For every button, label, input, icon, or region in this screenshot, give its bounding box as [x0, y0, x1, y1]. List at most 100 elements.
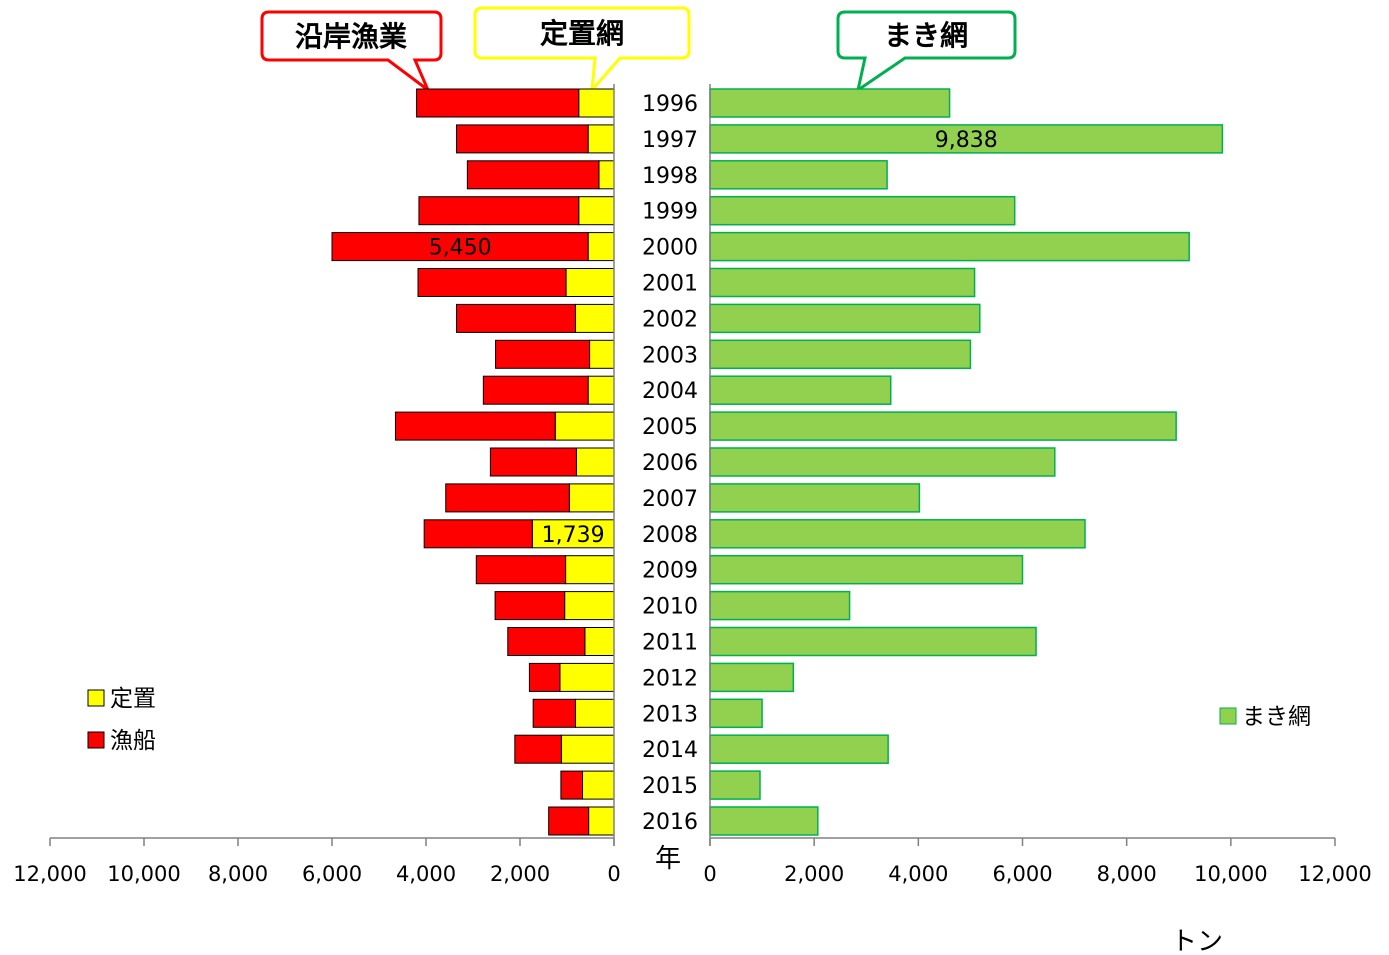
- left-tick-label: 10,000: [107, 862, 180, 886]
- year-label-2000: 2000: [642, 236, 698, 261]
- bar-purse-2005: [709, 411, 1177, 441]
- bar-fixed-2006: [575, 447, 615, 477]
- bar-boat-2015: [560, 770, 584, 800]
- bar-boat-1998: [466, 160, 600, 190]
- left-tick-label: 2,000: [490, 862, 550, 886]
- legend-label-1: 漁船: [110, 728, 156, 754]
- left-x-axis: 12,000 10,000 8,000 6,000 4,000 2,000 0: [13, 84, 621, 886]
- year-label-2003: 2003: [642, 343, 698, 368]
- data-labels: 5,450 1,739 9,838: [429, 128, 998, 548]
- year-label-2005: 2005: [642, 415, 698, 440]
- legend-right-swatch-0: [1219, 707, 1237, 725]
- year-labels: 1996 1997 1998 1999 2000 2001 2002 2003 2004 2005…: [642, 92, 698, 835]
- bar-purse-2013: [709, 698, 763, 729]
- bar-fixed-2013: [574, 698, 615, 728]
- data-label-2008: 1,739: [542, 523, 605, 548]
- bar-boat-2000: [331, 232, 589, 262]
- callout-purse-text: まき網: [884, 19, 968, 52]
- right-tick-label: 10,000: [1194, 862, 1267, 886]
- year-label-2008: 2008: [642, 523, 698, 548]
- year-label-1997: 1997: [642, 128, 698, 153]
- year-label-2011: 2011: [642, 631, 698, 656]
- bar-purse-2002: [709, 303, 981, 334]
- legend-right-label-0: まき網: [1242, 704, 1311, 730]
- bar-boat-2010: [494, 591, 566, 621]
- bar-fixed-2002: [574, 303, 615, 333]
- bar-purse-2010: [709, 590, 851, 621]
- callout-purse-box: [836, 10, 1017, 94]
- year-label-2006: 2006: [642, 451, 698, 476]
- unit-label: トン: [1171, 927, 1223, 955]
- bar-boat-2006: [489, 447, 577, 477]
- bar-fixed-2015: [582, 770, 615, 800]
- data-label-2000: 5,450: [429, 236, 492, 261]
- bar-boat-2008: [423, 519, 533, 549]
- bar-boat-2014: [514, 734, 562, 764]
- year-label-2012: 2012: [642, 666, 698, 691]
- year-label-1998: 1998: [642, 164, 698, 189]
- right-tick-label: 2,000: [784, 862, 844, 886]
- left-tick-label: 4,000: [396, 862, 456, 886]
- callout-purse: まき網: [836, 10, 1017, 94]
- bar-fixed-1997: [587, 124, 615, 154]
- callout-setnet-text: 定置網: [540, 17, 624, 50]
- right-tick-label: 6,000: [992, 862, 1052, 886]
- bar-fixed-1998: [598, 160, 615, 190]
- bar-boat-2009: [475, 555, 567, 585]
- bar-boat-2013: [532, 698, 576, 728]
- callout-coastal: 沿岸漁業: [260, 10, 443, 95]
- legend-swatch-0: [87, 689, 105, 707]
- year-label-2013: 2013: [642, 702, 698, 727]
- bar-purse-2012: [709, 662, 795, 693]
- bar-boat-2011: [507, 627, 586, 656]
- bar-purse-2016: [709, 806, 819, 836]
- bar-boat-2007: [445, 483, 570, 513]
- bar-purse-2008: [709, 519, 1086, 549]
- bar-boat-2012: [528, 662, 561, 692]
- bar-boat-2016: [548, 806, 590, 836]
- bar-fixed-1996: [578, 88, 615, 118]
- bar-boat-2001: [417, 268, 567, 297]
- year-label-2015: 2015: [642, 774, 698, 799]
- callout-coastal-box: [260, 10, 443, 95]
- bar-fixed-2014: [560, 734, 615, 764]
- year-label-2016: 2016: [642, 810, 698, 835]
- bar-fixed-2003: [589, 339, 615, 369]
- year-axis-label: 年: [655, 844, 681, 874]
- bar-purse-1998: [709, 160, 888, 190]
- right-x-axis: 0 2,000 4,000 6,000 8,000 10,000 12,000: [703, 84, 1372, 886]
- bar-purse-2003: [709, 339, 972, 370]
- left-tick-label: 8,000: [208, 862, 268, 886]
- bar-purse-1999: [709, 195, 1016, 226]
- bar-purse-2001: [709, 267, 976, 298]
- year-label-2002: 2002: [642, 307, 698, 332]
- bar-boat-2005: [394, 411, 556, 441]
- bar-purse-2006: [709, 447, 1056, 477]
- bar-boat-1996: [416, 88, 580, 118]
- left-bars: [331, 88, 615, 836]
- right-tick-label: 0: [703, 862, 716, 886]
- bar-fixed-2007: [568, 483, 615, 513]
- bar-boat-1997: [456, 124, 589, 154]
- bar-fixed-2009: [565, 555, 615, 585]
- year-label-2001: 2001: [642, 272, 698, 297]
- bar-boat-2003: [495, 339, 591, 369]
- callout-setnet-box: [473, 6, 691, 95]
- right-tick-label: 8,000: [1097, 862, 1157, 886]
- bar-fixed-2011: [584, 627, 615, 656]
- callout-setnet: 定置網: [473, 6, 691, 95]
- left-tick-label: 12,000: [13, 862, 86, 886]
- right-tick-label: 4,000: [888, 862, 948, 886]
- right-tick-label: 12,000: [1298, 862, 1371, 886]
- year-label-2014: 2014: [642, 738, 698, 763]
- legend-label-0: 定置: [110, 686, 156, 712]
- bar-fixed-2005: [554, 411, 615, 441]
- bar-purse-1996: [709, 88, 951, 118]
- year-label-2004: 2004: [642, 379, 698, 404]
- bar-boat-2004: [482, 375, 589, 405]
- legend-swatch-1: [87, 731, 105, 749]
- right-bars: [709, 88, 1224, 836]
- year-label-2007: 2007: [642, 487, 698, 512]
